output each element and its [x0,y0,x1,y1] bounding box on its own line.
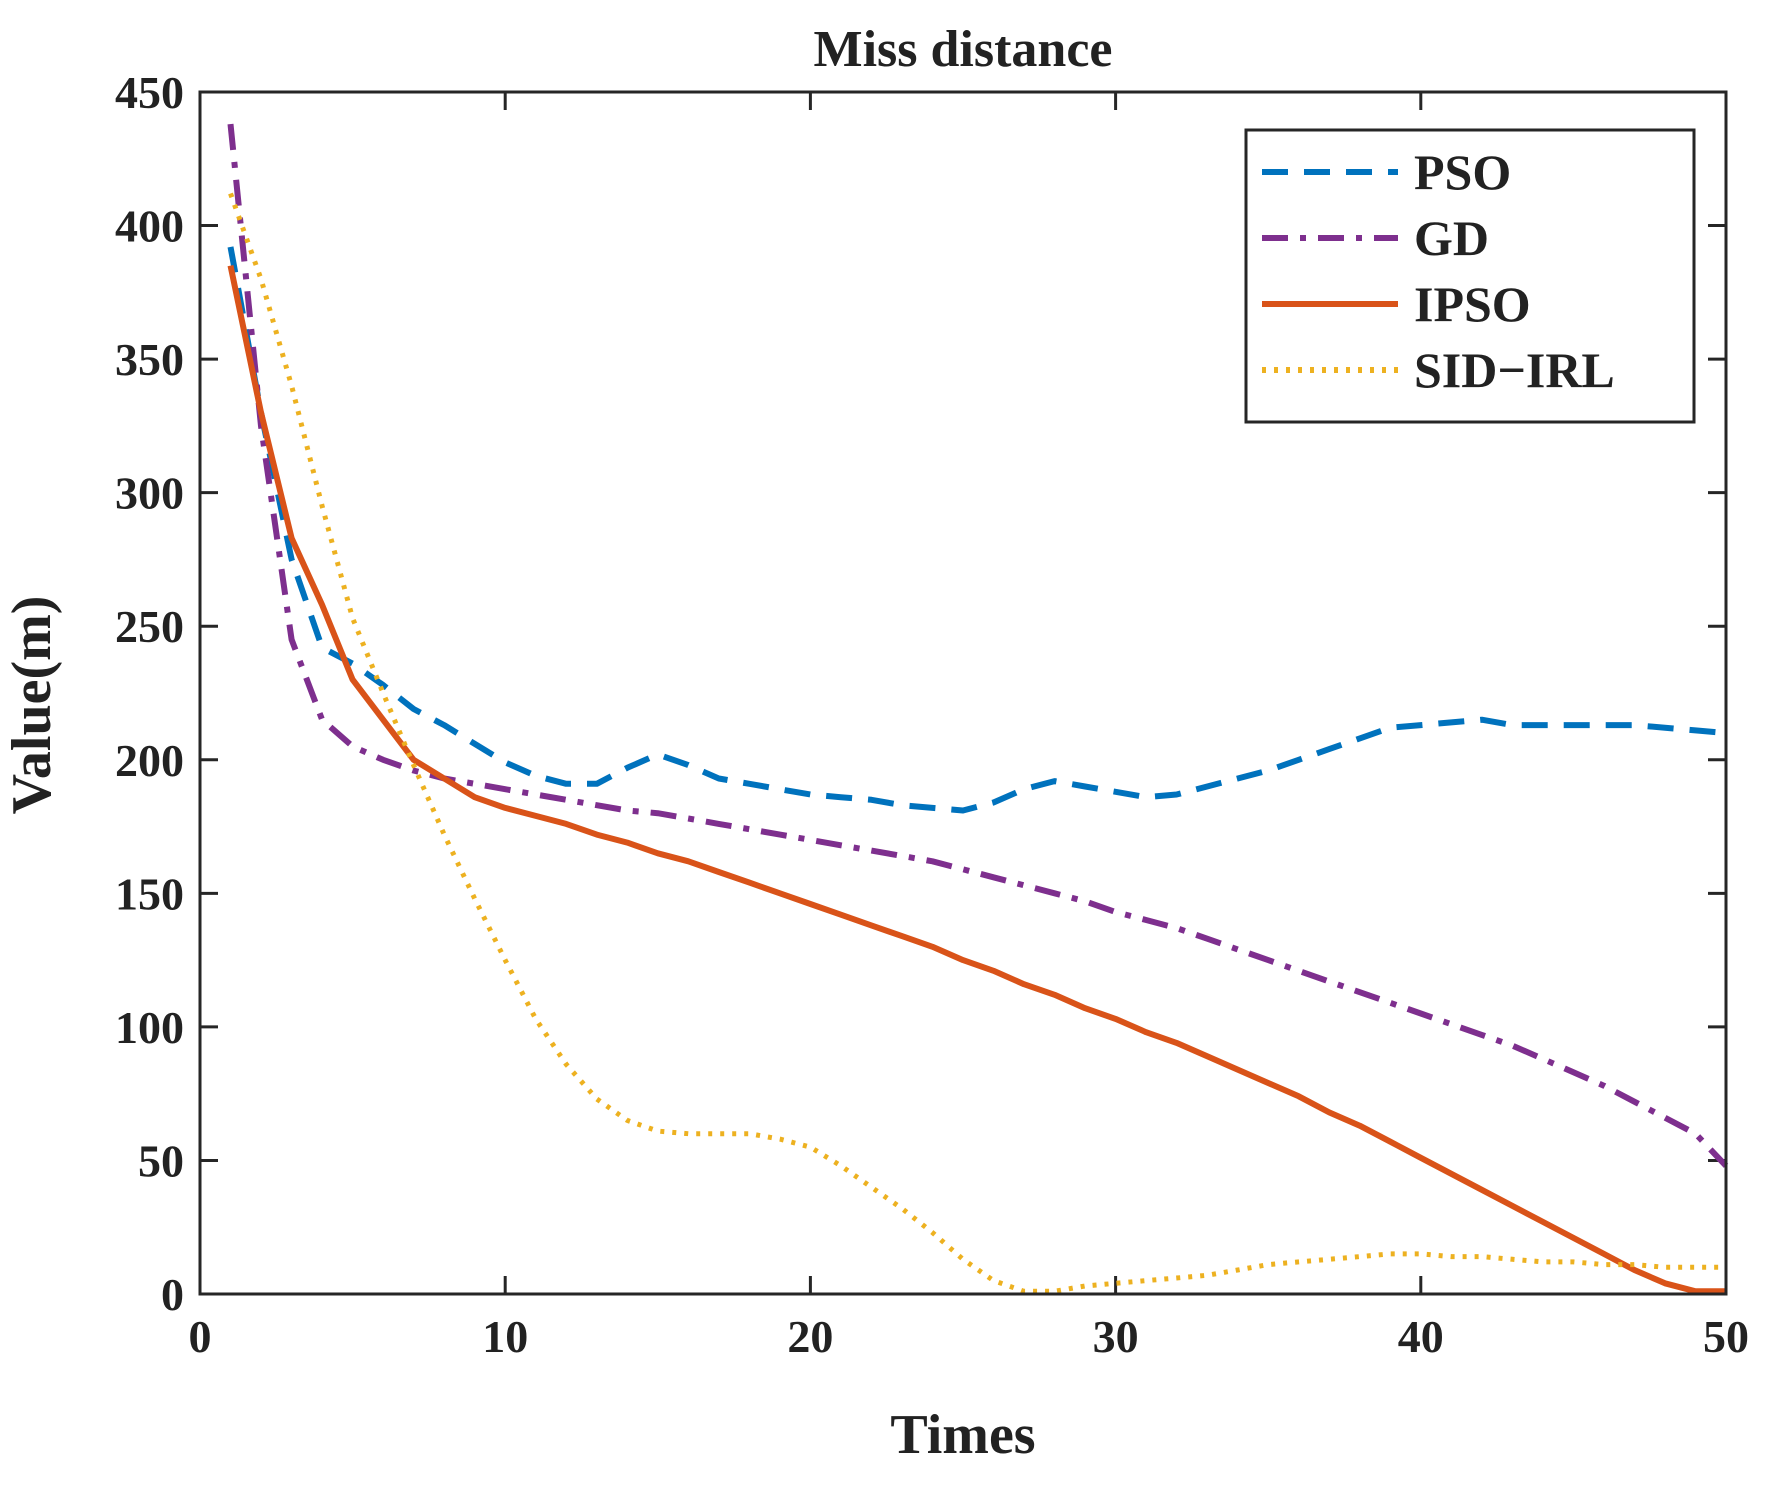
y-tick-label: 350 [115,334,184,385]
legend-label-gd: GD [1414,210,1489,266]
y-tick-label: 100 [115,1002,184,1053]
legend: PSO GD IPSO SID−IRL [1244,128,1696,424]
axis-ticks: 0 10 20 30 40 50 0 50 100 150 200 250 300 350 400 450 [115,67,1749,1362]
y-tick-label: 250 [115,601,184,652]
y-tick-label: 50 [138,1135,184,1186]
x-tick-label: 0 [189,1311,212,1362]
chart-title: Miss distance [814,21,1113,78]
plot-series [227,123,1729,1295]
plot-frame [198,90,1728,1296]
series-line-sid-irl [228,192,1726,1294]
y-tick-label: 0 [161,1269,184,1320]
y-tick-label: 400 [115,201,184,252]
legend-label-sid-irl: SID−IRL [1414,342,1615,398]
x-axis-title: Times [890,1404,1035,1466]
legend-box [1244,128,1696,424]
y-tick-label: 200 [115,735,184,786]
y-tick-label: 450 [115,67,184,118]
legend-label-pso: PSO [1414,144,1511,200]
x-tick-label: 20 [787,1311,833,1362]
series-line-pso [227,246,1727,814]
x-tick-label: 30 [1093,1311,1139,1362]
y-tick-label: 150 [115,868,184,919]
y-tick-label: 300 [115,468,184,519]
y-axis-title: Value(m) [1,596,63,815]
x-tick-label: 10 [482,1311,528,1362]
x-tick-label: 40 [1398,1311,1444,1362]
legend-label-ipso: IPSO [1414,276,1531,332]
series-line-gd [227,123,1729,1168]
x-tick-label: 50 [1703,1311,1749,1362]
series-line-ipso [227,264,1726,1295]
